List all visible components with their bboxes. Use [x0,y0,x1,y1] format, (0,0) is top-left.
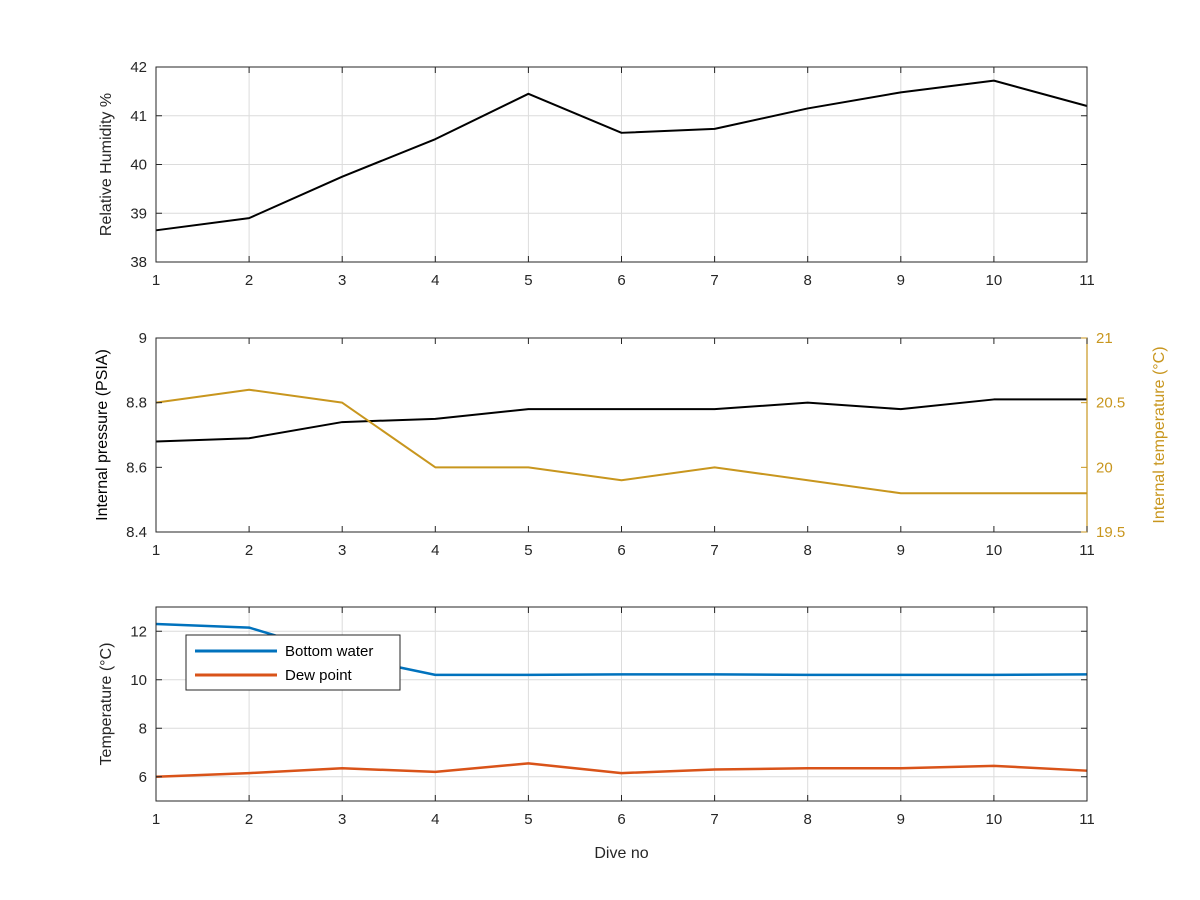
series-line-1 [155,398,1087,443]
x-tick-label: 1 [152,272,160,289]
y-tick-label: 9 [139,330,147,347]
x-axis-label: Dive no [594,845,648,862]
x-tick-label: 9 [897,811,905,828]
x-tick-label: 7 [710,542,718,559]
x-tick-label: 9 [897,272,905,289]
y-tick-label: 38 [130,254,147,271]
y-tick-label: 42 [130,59,147,76]
y-right-tick-label: 19.5 [1096,524,1125,541]
x-tick-label: 4 [431,542,439,559]
x-tick-label: 7 [710,272,718,289]
series-line-2 [155,388,1087,495]
y-tick-label: 8 [139,720,147,737]
y-right-tick-label: 20 [1096,459,1113,476]
x-tick-label: 8 [804,811,812,828]
y-right-tick-label: 20.5 [1096,395,1125,412]
x-tick-label: 5 [524,811,532,828]
x-tick-label: 9 [897,542,905,559]
x-tick-label: 4 [431,811,439,828]
x-tick-label: 10 [986,272,1003,289]
y-tick-label: 39 [130,205,147,222]
x-tick-label: 8 [804,542,812,559]
x-tick-label: 3 [338,542,346,559]
x-tick-label: 8 [804,272,812,289]
y-right-tick-label: 21 [1096,330,1113,347]
y-axis-label: Relative Humidity % [98,93,115,236]
y-tick-label: 8.4 [126,524,147,541]
y-tick-label: 10 [130,672,147,689]
x-tick-label: 10 [986,542,1003,559]
x-tick-label: 11 [1079,272,1095,289]
series-line-1 [155,79,1088,232]
x-tick-label: 7 [710,811,718,828]
y-right-axis-label: Internal temperature (°C) [1151,346,1168,523]
x-tick-label: 1 [152,811,160,828]
legend-label-1: Bottom water [285,643,373,660]
x-tick-label: 3 [338,272,346,289]
x-tick-label: 2 [245,272,253,289]
x-tick-label: 1 [152,542,160,559]
x-tick-label: 6 [617,272,625,289]
y-axis-label: Temperature (°C) [98,643,115,766]
subplot-2: 1 2 3 4 5 6 7 8 9 10 11 8.4 8.6 8.8 9 19.5 20 20.5 21 Inter… [94,330,1168,559]
y-tick-label: 41 [130,108,147,125]
y-tick-label: 8.8 [126,395,147,412]
legend-label-2: Dew point [285,667,353,684]
x-tick-label: 11 [1079,811,1095,828]
y-tick-label: 40 [130,157,147,174]
legend: Bottom water Dew point [185,634,401,691]
x-tick-label: 5 [524,272,532,289]
x-tick-label: 3 [338,811,346,828]
x-tick-label: 6 [617,811,625,828]
legend-box [185,634,401,691]
x-tick-label: 10 [986,811,1003,828]
subplot-1: 1 2 3 4 5 6 7 8 9 10 11 38 39 40 41 42 Relative Humidity… [98,59,1095,289]
x-tick-label: 2 [245,542,253,559]
x-tick-label: 4 [431,272,439,289]
y-tick-label: 8.6 [126,459,147,476]
y-tick-label: 6 [139,769,147,786]
x-tick-label: 11 [1079,542,1095,559]
x-tick-label: 2 [245,811,253,828]
y-axis-label: Internal pressure (PSIA) [94,349,111,521]
series-line-2 [155,762,1088,778]
x-tick-label: 6 [617,542,625,559]
x-tick-label: 5 [524,542,532,559]
y-tick-label: 12 [130,623,147,640]
